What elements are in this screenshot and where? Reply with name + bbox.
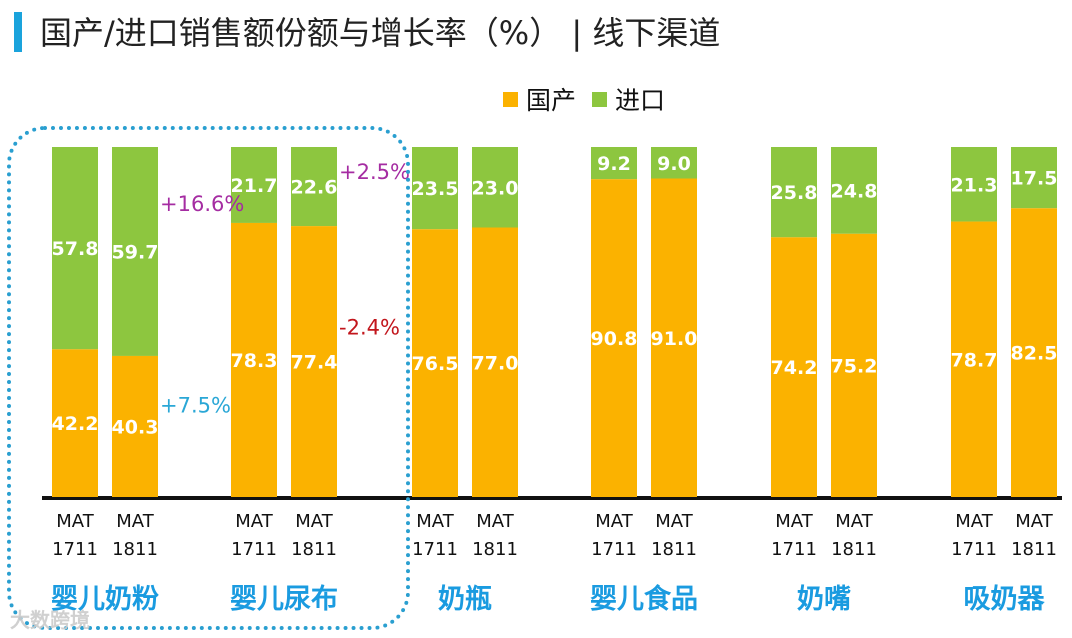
bar-domestic: [1011, 208, 1057, 497]
x-tick-label: MAT: [955, 511, 993, 532]
bar-domestic: [412, 229, 458, 497]
x-tick-label: MAT: [595, 511, 633, 532]
bar-label-imported: 9.2: [597, 153, 631, 175]
legend-label-imported: 进口: [615, 86, 666, 115]
bar-label-imported: 23.5: [412, 178, 459, 200]
bar-domestic: [291, 226, 337, 497]
bar-imported: [412, 147, 458, 230]
bar-imported: [291, 147, 337, 227]
bar-label-domestic: 77.4: [291, 352, 338, 374]
category-label: 婴儿奶粉: [51, 584, 159, 615]
watermark: 大数跨境: [10, 608, 90, 632]
bar-domestic: [651, 178, 697, 497]
legend-swatch-domestic: [503, 91, 518, 107]
bar-label-domestic: 78.3: [231, 350, 278, 372]
x-tick-label: 1811: [112, 539, 158, 560]
bar-label-imported: 17.5: [1011, 168, 1058, 190]
bar-imported: [771, 147, 817, 238]
bar-imported: [52, 147, 98, 350]
bar-domestic: [52, 349, 98, 497]
x-tick-label: MAT: [295, 511, 333, 532]
bar-imported: [651, 147, 697, 179]
bar-imported: [831, 147, 877, 234]
bar-domestic: [112, 355, 158, 497]
bar-label-domestic: 40.3: [112, 416, 159, 438]
x-tick-label: 1711: [591, 539, 637, 560]
x-tick-label: MAT: [116, 511, 154, 532]
category-label: 奶瓶: [438, 584, 492, 615]
bar-imported: [591, 147, 637, 180]
bar-label-imported: 24.8: [831, 180, 878, 202]
highlight-box: [7, 126, 410, 630]
chart-legend: 国产 进口: [503, 81, 681, 117]
legend-label-domestic: 国产: [526, 86, 577, 115]
x-tick-label: MAT: [655, 511, 693, 532]
growth-annotation: -2.4%: [339, 315, 400, 339]
x-tick-label: 1711: [951, 539, 997, 560]
bar-domestic: [771, 237, 817, 498]
x-tick-label: 1811: [472, 539, 518, 560]
bar-label-domestic: 78.7: [951, 349, 998, 371]
category-label: 奶嘴: [797, 584, 851, 615]
bar-label-domestic: 42.2: [52, 413, 99, 435]
category-label: 婴儿食品: [590, 583, 698, 615]
x-tick-label: MAT: [1015, 511, 1053, 532]
bar-label-imported: 21.3: [951, 174, 998, 196]
legend-swatch-imported: [592, 91, 608, 107]
bar-domestic: [472, 227, 518, 497]
bar-label-domestic: 91.0: [651, 328, 698, 350]
legend-item-domestic: 国产: [503, 81, 576, 117]
bar-label-imported: 21.7: [231, 175, 278, 197]
x-tick-label: 1811: [1011, 539, 1057, 560]
bar-label-domestic: 76.5: [412, 353, 459, 375]
x-tick-label: MAT: [775, 511, 813, 532]
x-tick-label: 1811: [291, 539, 337, 560]
x-tick-label: 1711: [231, 539, 277, 560]
growth-annotation: +16.6%: [160, 192, 244, 216]
bar-domestic: [831, 233, 877, 498]
x-tick-label: MAT: [416, 511, 454, 532]
bar-label-domestic: 77.0: [472, 352, 519, 374]
bar-label-imported: 59.7: [112, 241, 159, 263]
bar-imported: [951, 147, 997, 222]
bar-imported: [472, 147, 518, 228]
bar-label-domestic: 75.2: [831, 355, 878, 377]
legend-item-imported: 进口: [592, 81, 665, 117]
bar-label-imported: 25.8: [771, 182, 818, 204]
x-tick-label: 1811: [831, 539, 877, 560]
bar-imported: [112, 147, 158, 356]
bar-domestic: [231, 222, 277, 497]
bar-label-domestic: 74.2: [771, 357, 818, 379]
bar-label-imported: 57.8: [52, 238, 99, 260]
bar-label-imported: 23.0: [472, 177, 519, 199]
growth-annotation: +7.5%: [160, 393, 231, 417]
x-tick-label: MAT: [476, 511, 514, 532]
x-tick-label: 1711: [771, 539, 817, 560]
category-label: 婴儿尿布: [230, 584, 338, 615]
bar-label-domestic: 82.5: [1011, 343, 1058, 365]
page-title: 国产/进口销售额份额与增长率（%） | 线下渠道: [40, 14, 721, 52]
bar-domestic: [591, 179, 637, 497]
x-tick-label: MAT: [235, 511, 273, 532]
bar-domestic: [951, 221, 997, 498]
x-tick-label: MAT: [835, 511, 873, 532]
category-label: 吸奶器: [964, 584, 1046, 615]
x-tick-label: MAT: [56, 511, 94, 532]
x-tick-label: 1811: [651, 539, 697, 560]
bar-imported: [231, 147, 277, 223]
bar-label-domestic: 90.8: [591, 328, 638, 350]
bar-label-imported: 9.0: [657, 153, 691, 175]
bar-label-imported: 22.6: [291, 177, 338, 199]
x-tick-label: 1711: [52, 539, 98, 560]
bar-imported: [1011, 147, 1057, 209]
title-accent-bar: [14, 12, 22, 52]
x-tick-label: 1711: [412, 539, 458, 560]
